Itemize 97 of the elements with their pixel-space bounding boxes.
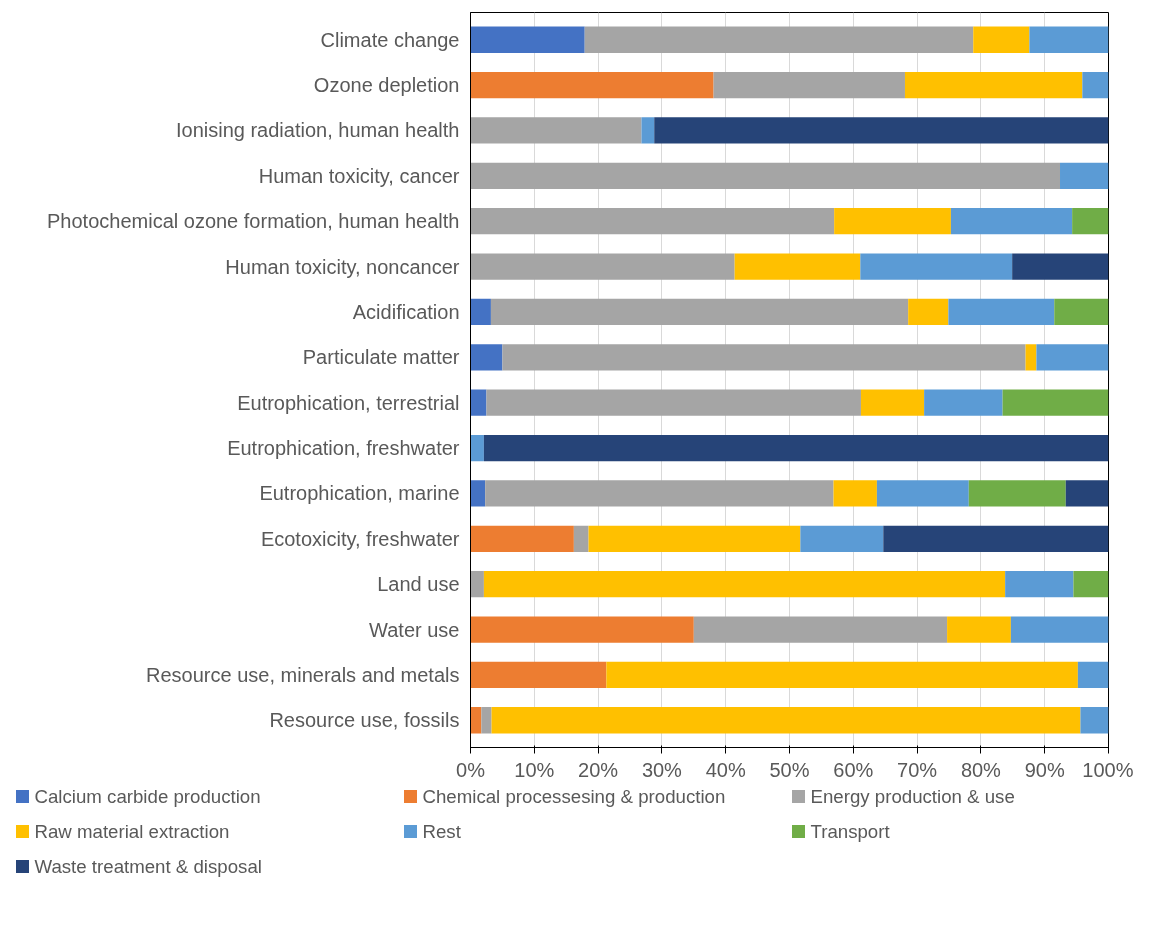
bar	[924, 389, 1003, 416]
x-tick-label: 80%	[960, 758, 1002, 781]
x-tick-label: 50%	[769, 758, 810, 781]
bar	[470, 661, 607, 689]
y-tick-label: Ecotoxicity, freshwater	[260, 527, 460, 550]
bar	[470, 389, 487, 416]
y-tick-label: Particulate matter	[302, 346, 460, 369]
legend-label: Waste treatment & disposal	[34, 856, 262, 877]
y-tick-label: Land use	[377, 573, 460, 596]
y-tick-label: Eutrophication, freshwater	[227, 437, 460, 460]
bar	[588, 525, 801, 552]
bar	[470, 525, 574, 552]
x-tick-label: 90%	[1024, 758, 1065, 781]
bar	[876, 480, 969, 507]
bar	[947, 616, 1011, 643]
bar	[483, 434, 1109, 462]
x-tick-label: 40%	[705, 758, 746, 781]
bar	[973, 26, 1030, 53]
bar	[1029, 26, 1109, 53]
bar	[1065, 480, 1109, 507]
bar	[502, 344, 1026, 371]
y-tick-label: Human toxicity, cancer	[258, 164, 460, 187]
bar	[1025, 344, 1037, 371]
bar	[470, 208, 835, 235]
bar	[470, 162, 1061, 189]
bar	[1072, 208, 1109, 235]
bar	[490, 298, 909, 326]
legend-label: Chemical processesing & production	[422, 786, 726, 807]
bar	[1036, 344, 1109, 371]
bar	[1060, 162, 1109, 189]
x-tick-label: 60%	[833, 758, 874, 781]
legend-label: Transport	[810, 821, 891, 842]
bar	[1005, 571, 1074, 598]
x-tick-label: 20%	[578, 758, 619, 781]
bar	[834, 208, 951, 235]
bar	[833, 480, 877, 507]
y-tick-label: Resource use, fossils	[269, 709, 460, 732]
bar	[860, 253, 1013, 280]
bar	[584, 26, 974, 53]
bar	[485, 480, 834, 507]
bar	[491, 707, 1081, 734]
bar	[1080, 707, 1109, 734]
y-tick-label: Acidification	[352, 300, 460, 323]
bar	[800, 525, 884, 552]
bar	[908, 298, 949, 326]
x-tick-label: 100%	[1082, 758, 1134, 781]
bar	[470, 616, 694, 643]
bar	[470, 344, 503, 371]
bar	[948, 298, 1055, 326]
bar	[883, 525, 1109, 552]
bar	[654, 117, 1109, 144]
bar	[470, 434, 484, 462]
legend-label: Raw material extraction	[34, 821, 230, 842]
bar	[1082, 71, 1109, 99]
bar	[470, 480, 486, 507]
y-tick-label: Photochemical ozone formation, human health	[47, 210, 460, 233]
bar	[904, 71, 1083, 99]
bar	[860, 389, 925, 416]
y-tick-label: Eutrophication, terrestrial	[237, 391, 460, 414]
y-tick-label: Eutrophication, marine	[259, 482, 460, 505]
x-tick-label: 0%	[456, 758, 486, 781]
bar	[1010, 616, 1109, 643]
legend-label: Calcium carbide production	[34, 786, 261, 807]
x-tick-label: 10%	[514, 758, 555, 781]
bar	[1073, 571, 1109, 598]
y-tick-label: Ionising radiation, human health	[175, 119, 460, 142]
bar	[950, 208, 1073, 235]
y-tick-label: Water use	[369, 618, 460, 641]
bar	[1054, 298, 1109, 326]
bar	[606, 661, 1078, 689]
bar	[470, 117, 642, 144]
bar	[693, 616, 948, 643]
bar	[734, 253, 861, 280]
legend-label: Energy production & use	[810, 786, 1015, 807]
bar	[483, 571, 1006, 598]
bar	[486, 389, 861, 416]
bar	[1002, 389, 1109, 416]
bar	[968, 480, 1066, 507]
bar	[481, 707, 492, 734]
bar	[470, 253, 735, 280]
bar	[470, 298, 491, 326]
y-tick-label: Ozone depletion	[313, 74, 460, 97]
bar	[641, 117, 655, 144]
y-tick-label: Human toxicity, noncancer	[225, 255, 460, 278]
bar	[470, 71, 714, 99]
bar	[1077, 661, 1109, 689]
x-tick-label: 30%	[641, 758, 683, 781]
bar	[1012, 253, 1109, 280]
y-tick-label: Climate change	[320, 28, 460, 51]
bar	[470, 26, 585, 53]
bar	[713, 71, 905, 99]
bar	[470, 571, 484, 598]
bar	[470, 707, 482, 734]
legend-label: Rest	[422, 821, 462, 842]
y-tick-label: Resource use, minerals and metals	[146, 663, 460, 686]
x-tick-label: 70%	[897, 758, 938, 781]
bar	[573, 525, 589, 552]
